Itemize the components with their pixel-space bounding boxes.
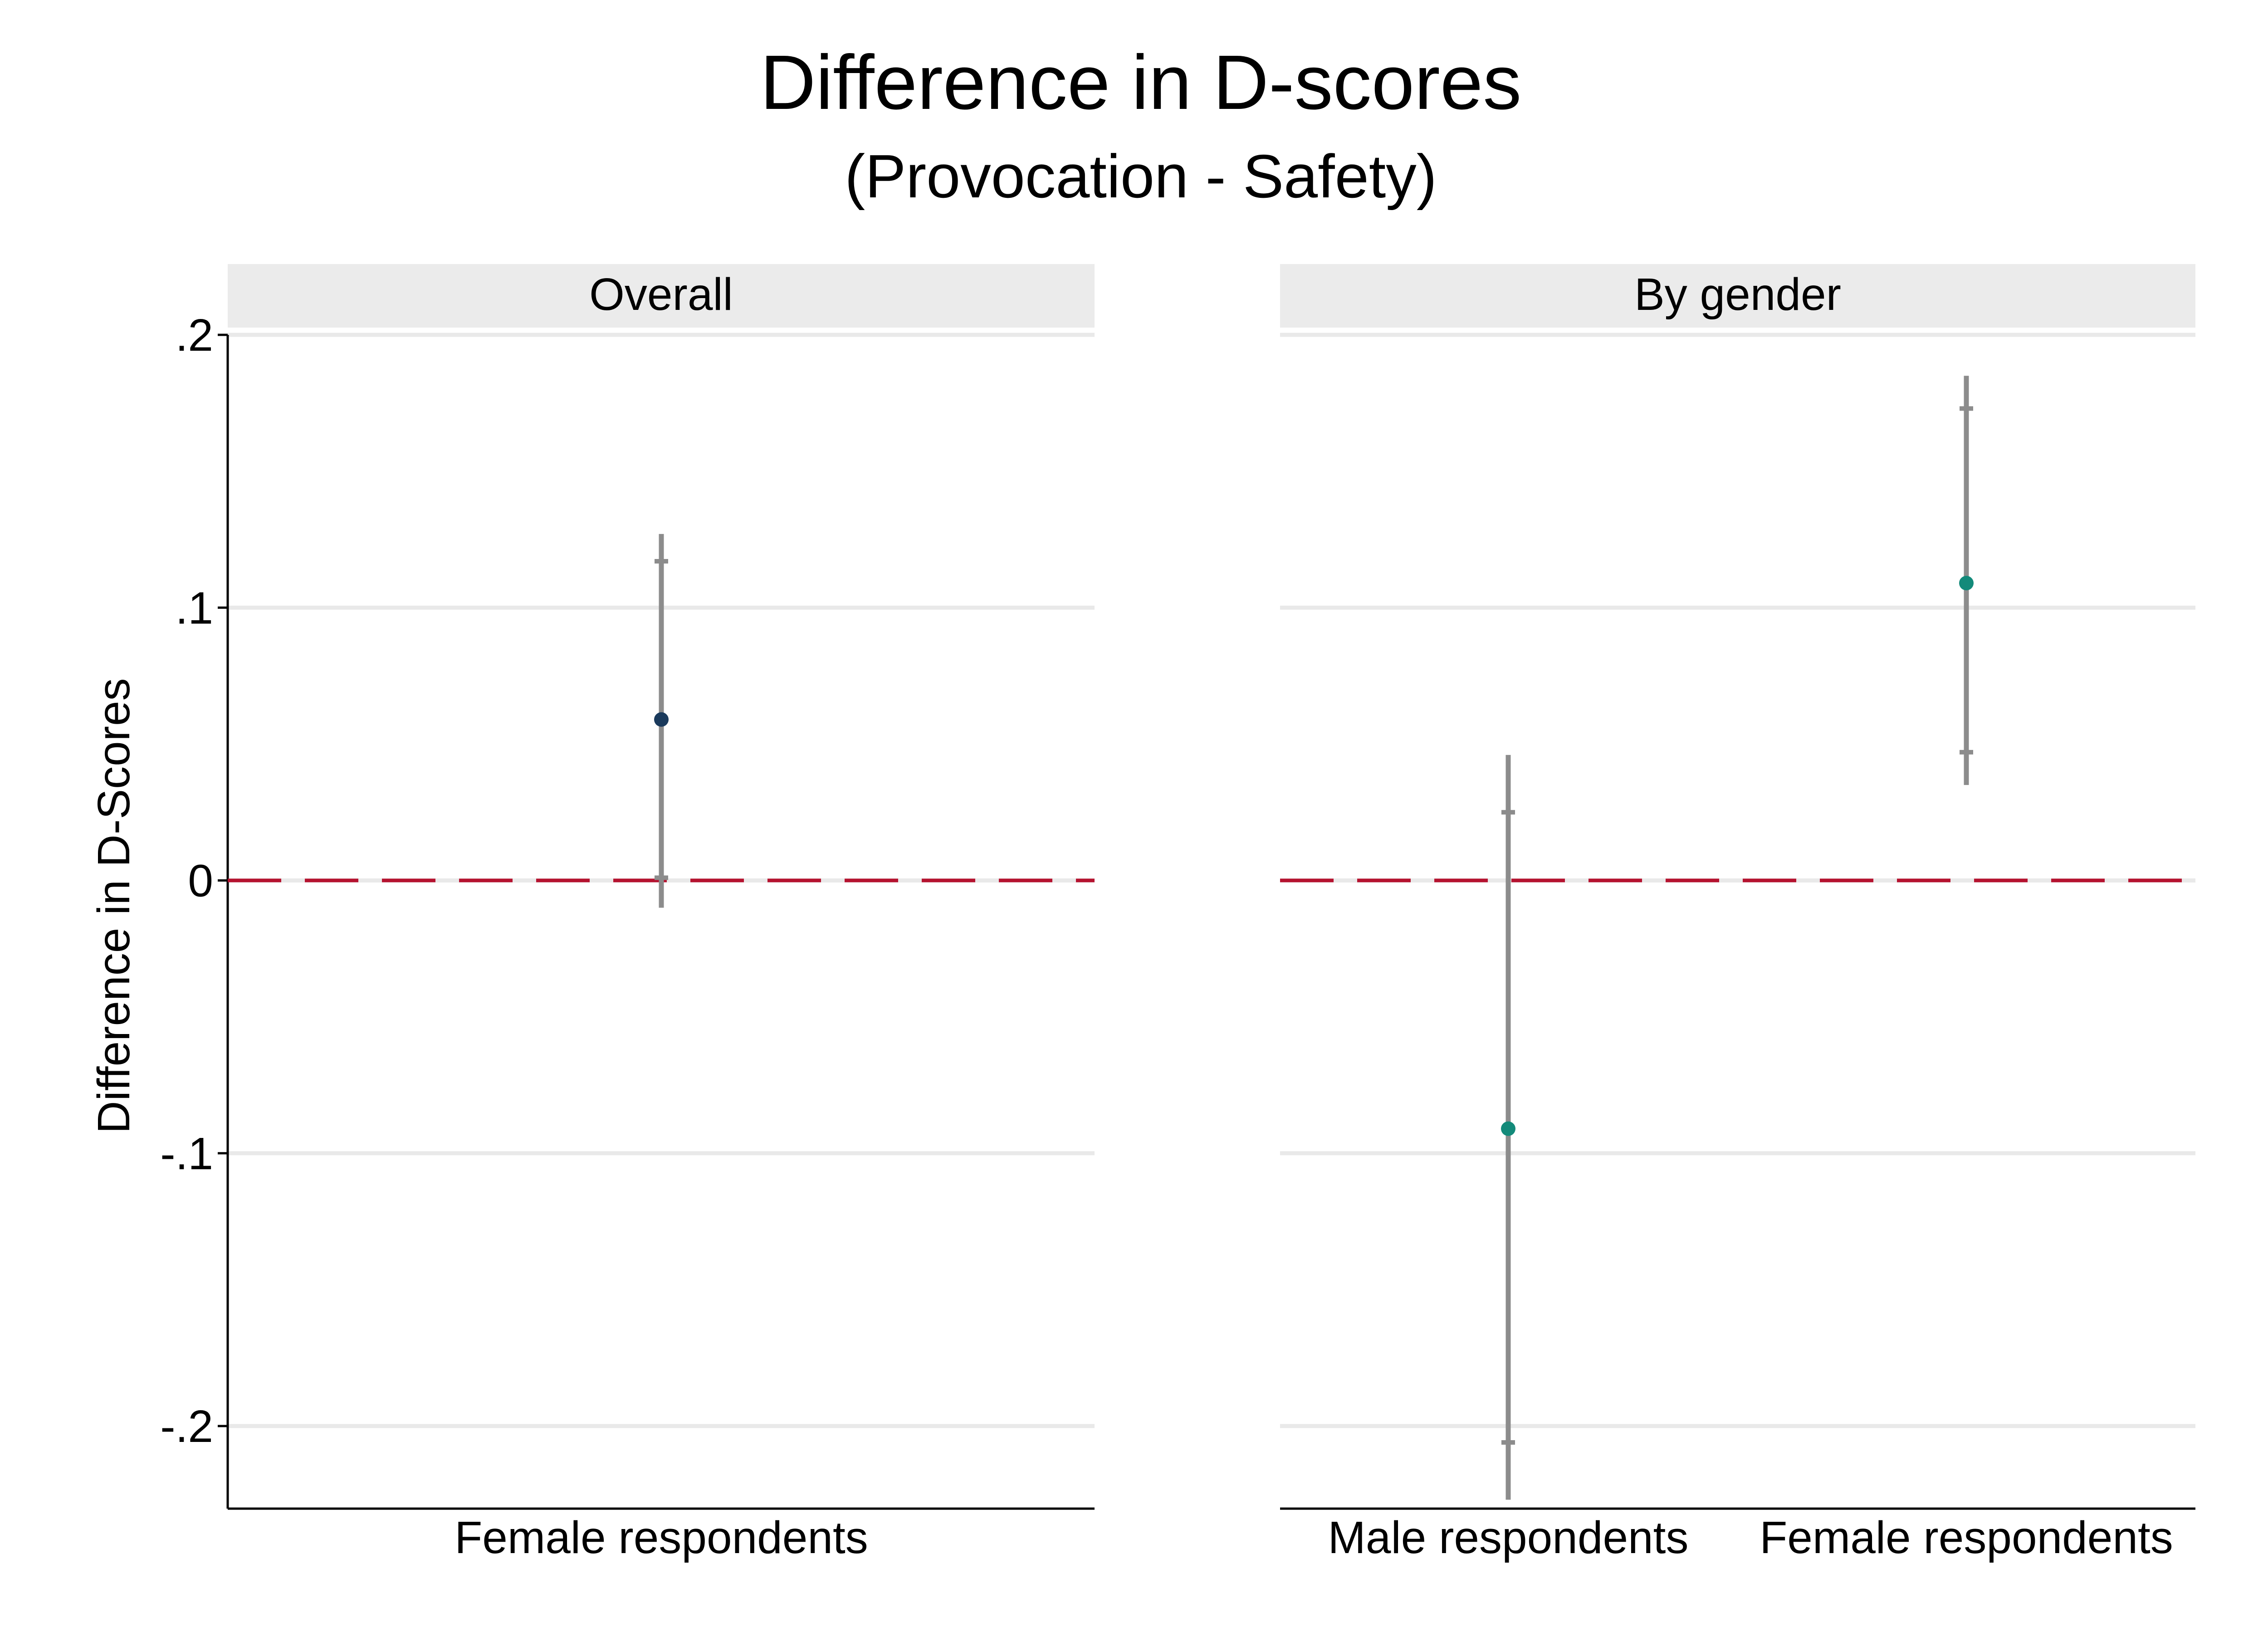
panel-strip-label-0: Overall [589, 269, 733, 320]
y-tick-label-3: -.1 [160, 1128, 213, 1179]
panel-strip-1 [1280, 264, 2195, 328]
panels-group: Overall .2 .1 0 -.1 -.2 Difference in D-Scores… [88, 264, 2195, 1563]
y-tick-label-1: .1 [176, 583, 213, 633]
panel-strip-0 [228, 264, 1095, 328]
estimate-point-1-1 [1959, 576, 1974, 591]
x-category-label-1-1: Female respondents [1760, 1512, 2173, 1563]
estimate-point-1-0 [1501, 1121, 1515, 1136]
x-category-label-1-0: Male respondents [1328, 1512, 1689, 1563]
y-tick-label-0: .2 [176, 310, 213, 361]
x-category-label-0-0: Female respondents [455, 1512, 868, 1563]
chart-title: Difference in D-scores [760, 39, 1522, 126]
y-axis-title: Difference in D-Scores [88, 678, 139, 1133]
y-tick-label-4: -.2 [160, 1401, 213, 1452]
estimate-point-0-0 [654, 712, 669, 727]
panel-strip-label-1: By gender [1634, 269, 1841, 320]
chart-subtitle: (Provocation - Safety) [845, 142, 1437, 211]
y-tick-label-2: 0 [188, 856, 213, 907]
